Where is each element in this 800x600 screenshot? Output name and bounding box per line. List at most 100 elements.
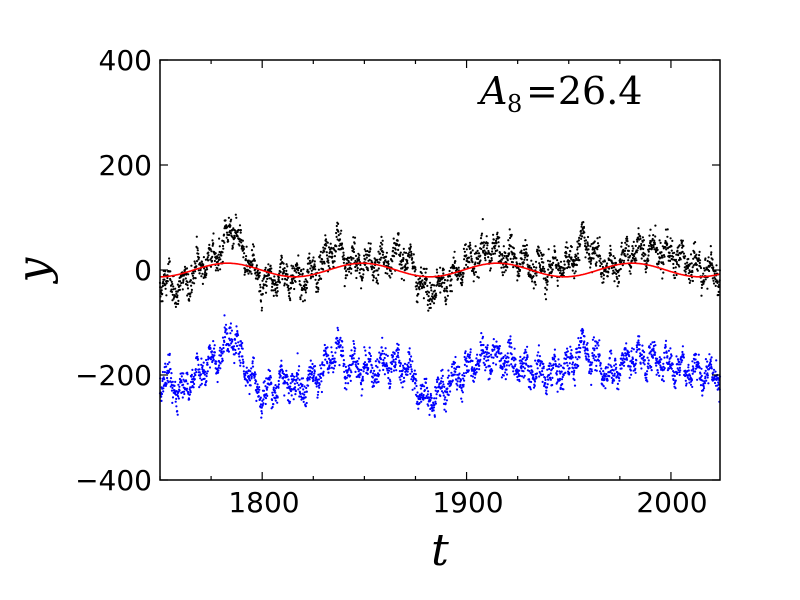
x-tick-label-2000: 2000	[636, 486, 707, 519]
blue-data-point	[507, 356, 510, 359]
blue-data-point	[666, 355, 669, 358]
black-data-point	[308, 252, 311, 255]
black-data-point	[699, 259, 702, 262]
blue-data-point	[650, 353, 653, 356]
blue-data-point	[231, 338, 234, 341]
blue-data-point	[590, 370, 594, 373]
blue-data-point	[481, 335, 485, 338]
black-data-point	[465, 248, 468, 251]
black-data-point	[636, 249, 639, 252]
black-data-point	[576, 248, 579, 251]
black-data-point	[516, 270, 519, 273]
blue-data-point	[383, 352, 386, 355]
black-data-point	[287, 287, 290, 290]
black-data-point	[293, 267, 296, 270]
black-data-point	[619, 267, 622, 271]
blue-data-point	[705, 366, 709, 369]
blue-data-point	[444, 402, 447, 405]
blue-data-point	[600, 373, 603, 376]
black-data-point	[487, 256, 490, 259]
blue-data-point	[227, 350, 230, 353]
blue-data-point	[368, 352, 371, 355]
blue-data-point	[546, 383, 549, 386]
blue-data-point	[462, 385, 465, 388]
blue-data-point	[409, 363, 412, 366]
black-data-point	[684, 262, 687, 265]
black-data-point	[282, 262, 285, 265]
blue-data-point	[455, 382, 458, 385]
blue-data-point	[681, 350, 684, 354]
black-data-point	[274, 287, 277, 290]
black-data-point	[480, 247, 483, 251]
black-data-point	[186, 287, 190, 290]
black-data-point	[536, 250, 539, 253]
blue-data-point	[610, 365, 613, 368]
blue-data-point	[605, 366, 608, 369]
blue-data-point	[420, 392, 423, 395]
blue-data-point	[491, 349, 494, 352]
black-data-point	[320, 260, 323, 263]
blue-data-point	[258, 388, 261, 391]
black-data-point	[545, 288, 548, 291]
blue-data-point	[717, 377, 720, 380]
blue-data-point	[333, 364, 336, 367]
blue-data-point	[260, 412, 264, 415]
black-data-point	[538, 249, 541, 252]
black-data-point	[546, 280, 549, 283]
black-data-point	[391, 260, 394, 263]
blue-data-point	[520, 360, 523, 363]
blue-data-point	[458, 365, 461, 369]
blue-data-point	[687, 363, 690, 366]
black-data-point	[681, 239, 685, 242]
black-data-point	[588, 253, 591, 256]
blue-data-point	[513, 347, 516, 350]
blue-data-point	[357, 362, 360, 365]
blue-data-point	[610, 372, 614, 375]
blue-data-point	[216, 380, 219, 384]
blue-data-point	[328, 364, 331, 367]
black-data-point	[178, 288, 181, 291]
black-data-point	[546, 275, 549, 278]
black-data-point	[258, 271, 261, 274]
x-axis-label: t	[431, 525, 449, 576]
blue-data-point	[688, 381, 691, 384]
blue-data-point	[631, 347, 634, 350]
blue-data-point	[524, 348, 527, 351]
black-data-point	[190, 288, 193, 291]
blue-data-point	[262, 398, 265, 401]
black-data-point	[618, 274, 621, 277]
black-data-point	[694, 241, 697, 244]
black-data-point	[557, 262, 560, 265]
blue-data-point	[655, 373, 658, 376]
black-data-point	[238, 224, 242, 227]
blue-data-point	[264, 397, 268, 400]
blue-data-point	[494, 363, 498, 366]
black-data-point	[613, 271, 616, 274]
blue-data-point	[592, 336, 596, 339]
blue-data-point	[664, 345, 667, 348]
black-data-point	[556, 279, 559, 282]
blue-data-point	[488, 377, 491, 380]
blue-data-point	[178, 389, 181, 392]
blue-data-point	[414, 382, 417, 385]
blue-data-point	[203, 373, 206, 376]
black-data-point	[344, 277, 347, 280]
blue-data-point	[513, 373, 516, 376]
black-data-point	[404, 251, 408, 254]
blue-data-point	[397, 348, 400, 351]
blue-data-point	[322, 370, 325, 373]
black-data-point	[443, 287, 446, 290]
blue-data-point	[315, 385, 318, 388]
black-data-point	[660, 251, 663, 254]
black-data-point	[256, 269, 259, 272]
black-data-point	[174, 305, 177, 308]
blue-data-point	[359, 373, 362, 376]
black-data-point	[691, 279, 695, 283]
blue-data-point	[459, 383, 462, 387]
black-data-point	[485, 247, 488, 250]
blue-data-point	[582, 346, 585, 349]
black-data-point	[587, 248, 590, 251]
blue-data-point	[488, 355, 491, 358]
black-data-point	[442, 272, 445, 275]
black-data-point	[265, 280, 268, 283]
